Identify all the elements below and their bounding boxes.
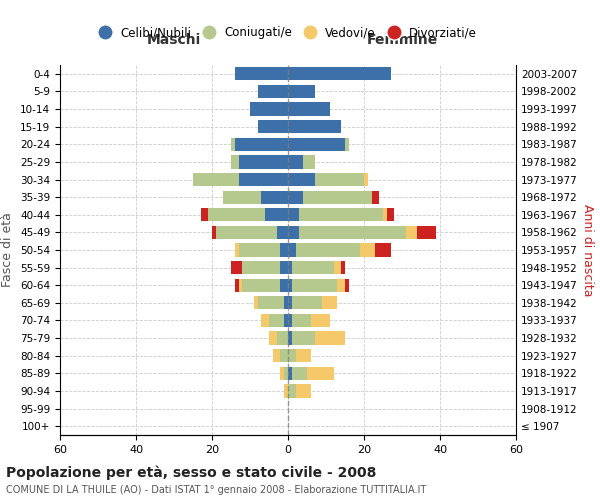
Bar bbox=[212, 226, 216, 239]
Bar bbox=[262, 314, 269, 327]
Bar bbox=[296, 349, 311, 362]
Bar bbox=[292, 296, 322, 310]
Bar bbox=[296, 244, 360, 256]
Bar bbox=[387, 208, 394, 222]
Bar bbox=[288, 261, 292, 274]
Bar bbox=[417, 226, 436, 239]
Bar bbox=[288, 384, 296, 398]
Bar bbox=[231, 156, 239, 168]
Bar bbox=[288, 208, 299, 222]
Bar bbox=[337, 278, 345, 292]
Bar bbox=[193, 173, 239, 186]
Bar bbox=[299, 208, 383, 222]
Bar bbox=[288, 332, 292, 344]
Bar bbox=[288, 366, 292, 380]
Bar bbox=[288, 138, 345, 151]
Bar bbox=[235, 244, 239, 256]
Bar bbox=[280, 349, 288, 362]
Bar bbox=[307, 366, 334, 380]
Bar bbox=[231, 261, 242, 274]
Bar bbox=[277, 332, 288, 344]
Bar bbox=[257, 120, 288, 134]
Text: COMUNE DI LA THUILE (AO) - Dati ISTAT 1° gennaio 2008 - Elaborazione TUTTITALIA.: COMUNE DI LA THUILE (AO) - Dati ISTAT 1°… bbox=[6, 485, 426, 495]
Bar bbox=[322, 296, 337, 310]
Bar bbox=[345, 278, 349, 292]
Bar bbox=[303, 190, 371, 204]
Bar bbox=[239, 244, 280, 256]
Bar bbox=[277, 226, 288, 239]
Bar bbox=[216, 226, 277, 239]
Y-axis label: Fasce di età: Fasce di età bbox=[1, 212, 14, 288]
Bar bbox=[288, 85, 314, 98]
Bar bbox=[280, 244, 288, 256]
Bar bbox=[299, 226, 406, 239]
Bar bbox=[269, 314, 284, 327]
Bar bbox=[208, 208, 265, 222]
Bar bbox=[265, 208, 288, 222]
Bar bbox=[280, 261, 288, 274]
Bar bbox=[288, 226, 299, 239]
Bar bbox=[371, 190, 379, 204]
Bar bbox=[383, 208, 387, 222]
Bar bbox=[288, 349, 296, 362]
Y-axis label: Anni di nascita: Anni di nascita bbox=[581, 204, 594, 296]
Bar bbox=[288, 314, 292, 327]
Bar bbox=[288, 244, 296, 256]
Bar bbox=[292, 261, 334, 274]
Bar bbox=[284, 296, 288, 310]
Bar bbox=[311, 314, 330, 327]
Bar bbox=[223, 190, 262, 204]
Bar bbox=[242, 278, 280, 292]
Bar bbox=[360, 244, 376, 256]
Bar bbox=[292, 278, 337, 292]
Bar bbox=[280, 278, 288, 292]
Bar bbox=[303, 156, 314, 168]
Bar bbox=[235, 278, 239, 292]
Bar bbox=[314, 173, 364, 186]
Bar bbox=[235, 138, 288, 151]
Bar bbox=[376, 244, 391, 256]
Bar bbox=[269, 332, 277, 344]
Bar bbox=[239, 156, 288, 168]
Text: Popolazione per età, sesso e stato civile - 2008: Popolazione per età, sesso e stato civil… bbox=[6, 465, 376, 479]
Bar bbox=[239, 173, 288, 186]
Bar bbox=[341, 261, 345, 274]
Bar bbox=[288, 156, 303, 168]
Bar bbox=[364, 173, 368, 186]
Bar bbox=[231, 138, 235, 151]
Bar bbox=[288, 278, 292, 292]
Bar bbox=[257, 296, 284, 310]
Bar bbox=[250, 102, 288, 116]
Bar bbox=[292, 332, 314, 344]
Bar bbox=[280, 366, 284, 380]
Text: Femmine: Femmine bbox=[367, 32, 437, 46]
Bar bbox=[239, 278, 242, 292]
Bar bbox=[284, 366, 288, 380]
Bar bbox=[288, 173, 314, 186]
Bar bbox=[314, 332, 345, 344]
Bar bbox=[254, 296, 257, 310]
Bar bbox=[273, 349, 280, 362]
Bar bbox=[262, 190, 288, 204]
Bar bbox=[406, 226, 417, 239]
Bar bbox=[200, 208, 208, 222]
Bar bbox=[288, 296, 292, 310]
Bar bbox=[345, 138, 349, 151]
Bar bbox=[292, 314, 311, 327]
Bar bbox=[242, 261, 280, 274]
Text: Maschi: Maschi bbox=[147, 32, 201, 46]
Bar bbox=[288, 190, 303, 204]
Bar bbox=[257, 85, 288, 98]
Bar bbox=[296, 384, 311, 398]
Bar bbox=[235, 67, 288, 80]
Bar bbox=[288, 102, 330, 116]
Legend: Celibi/Nubili, Coniugati/e, Vedovi/e, Divorziati/e: Celibi/Nubili, Coniugati/e, Vedovi/e, Di… bbox=[95, 23, 481, 43]
Bar bbox=[288, 120, 341, 134]
Bar bbox=[292, 366, 307, 380]
Bar bbox=[288, 67, 391, 80]
Bar bbox=[284, 384, 288, 398]
Bar bbox=[284, 314, 288, 327]
Bar bbox=[334, 261, 341, 274]
